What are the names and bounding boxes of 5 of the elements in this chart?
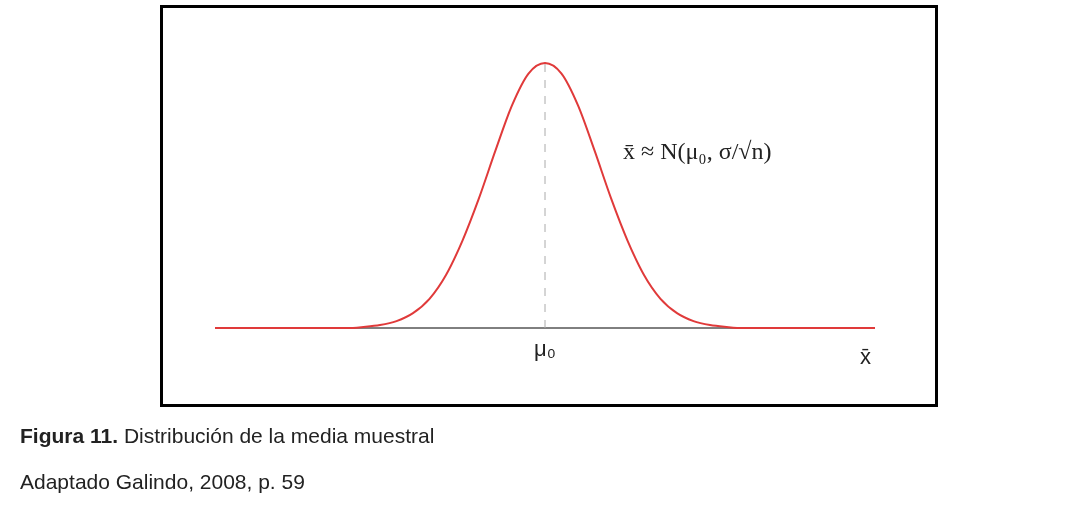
text: μ₀	[534, 335, 556, 361]
text: Figura 11. Distribución de la media muestral	[20, 424, 435, 447]
x-axis-title: x̄	[860, 344, 871, 369]
text: Adaptado Galindo, 2008, p. 59	[20, 470, 305, 493]
annotation: x̄ ≈ N(μ₀, σ/√n)	[623, 138, 772, 165]
